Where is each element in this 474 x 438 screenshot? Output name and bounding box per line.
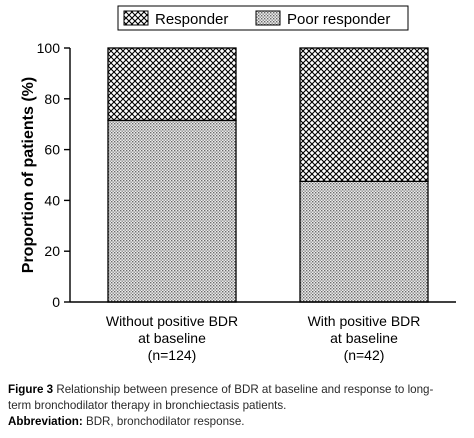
x-category-label: at baseline — [330, 330, 398, 346]
x-category-label: With positive BDR — [308, 313, 421, 329]
y-axis: 0 20 40 60 80 100 — [37, 40, 71, 310]
legend-label-poor-responder: Poor responder — [287, 11, 390, 28]
figure-label: Figure 3 — [8, 383, 54, 396]
bar-segment-poor-responder-2 — [299, 180, 429, 303]
y-tick-label: 100 — [37, 40, 61, 56]
x-category-label: Without positive BDR — [106, 313, 238, 329]
legend-swatch-responder — [123, 10, 149, 26]
bar-segment-responder-1 — [107, 47, 237, 122]
abbreviation-label: Abbreviation: — [8, 415, 83, 428]
figure-text-line-1: Relationship between presence of BDR at … — [53, 383, 434, 396]
y-tick-label: 20 — [44, 243, 60, 259]
x-category-label: (n=42) — [344, 347, 385, 363]
y-tick-label: 60 — [44, 142, 60, 158]
y-tick-label: 0 — [52, 294, 60, 310]
legend-label-responder: Responder — [155, 11, 228, 28]
abbreviation-text: BDR, bronchodilator response. — [82, 415, 245, 428]
x-category-label: (n=124) — [148, 347, 197, 363]
stacked-bar-chart: Responder Poor responder 0 20 40 60 80 100 Pr… — [20, 5, 456, 363]
x-category-label: at baseline — [138, 330, 206, 346]
bar-segment-poor-responder-1 — [107, 119, 237, 303]
bar-segment-responder-2 — [299, 47, 429, 183]
caption-line-1: Figure 3 Relationship between presence o… — [8, 382, 470, 398]
y-axis-label: Proportion of patients (%) — [20, 77, 37, 273]
bars — [107, 47, 429, 303]
figure-caption: Figure 3 Relationship between presence o… — [8, 382, 470, 430]
caption-line-3: Abbreviation: BDR, bronchodilator respon… — [8, 414, 470, 430]
legend-swatch-poor-responder — [255, 10, 281, 26]
y-tick-label: 40 — [44, 192, 60, 208]
legend: Responder Poor responder — [117, 5, 409, 31]
caption-line-2: term bronchodilator therapy in bronchiec… — [8, 399, 287, 412]
y-tick-label: 80 — [44, 91, 60, 107]
